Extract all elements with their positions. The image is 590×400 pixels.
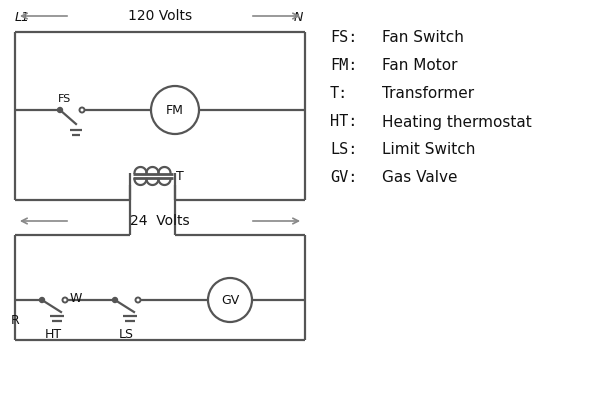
Text: 120 Volts: 120 Volts bbox=[128, 9, 192, 23]
Text: FM: FM bbox=[166, 104, 184, 116]
Text: GV: GV bbox=[221, 294, 239, 306]
Text: HT: HT bbox=[45, 328, 62, 341]
Text: FS: FS bbox=[58, 94, 71, 104]
Text: LS: LS bbox=[119, 328, 134, 341]
Text: Fan Switch: Fan Switch bbox=[382, 30, 464, 46]
Text: N: N bbox=[294, 11, 303, 24]
Text: T: T bbox=[175, 170, 183, 182]
Text: FS:: FS: bbox=[330, 30, 358, 46]
Text: Heating thermostat: Heating thermostat bbox=[382, 114, 532, 130]
Text: Fan Motor: Fan Motor bbox=[382, 58, 457, 74]
Text: FM:: FM: bbox=[330, 58, 358, 74]
Circle shape bbox=[40, 298, 44, 302]
Text: T:: T: bbox=[330, 86, 348, 102]
Circle shape bbox=[57, 108, 63, 112]
Text: LS:: LS: bbox=[330, 142, 358, 158]
Text: Gas Valve: Gas Valve bbox=[382, 170, 457, 186]
Circle shape bbox=[113, 298, 117, 302]
Text: 24  Volts: 24 Volts bbox=[130, 214, 190, 228]
Text: GV:: GV: bbox=[330, 170, 358, 186]
Text: Transformer: Transformer bbox=[382, 86, 474, 102]
Text: R: R bbox=[11, 314, 19, 327]
Text: Limit Switch: Limit Switch bbox=[382, 142, 476, 158]
Text: W: W bbox=[70, 292, 83, 306]
Text: L1: L1 bbox=[15, 11, 30, 24]
Text: HT:: HT: bbox=[330, 114, 358, 130]
